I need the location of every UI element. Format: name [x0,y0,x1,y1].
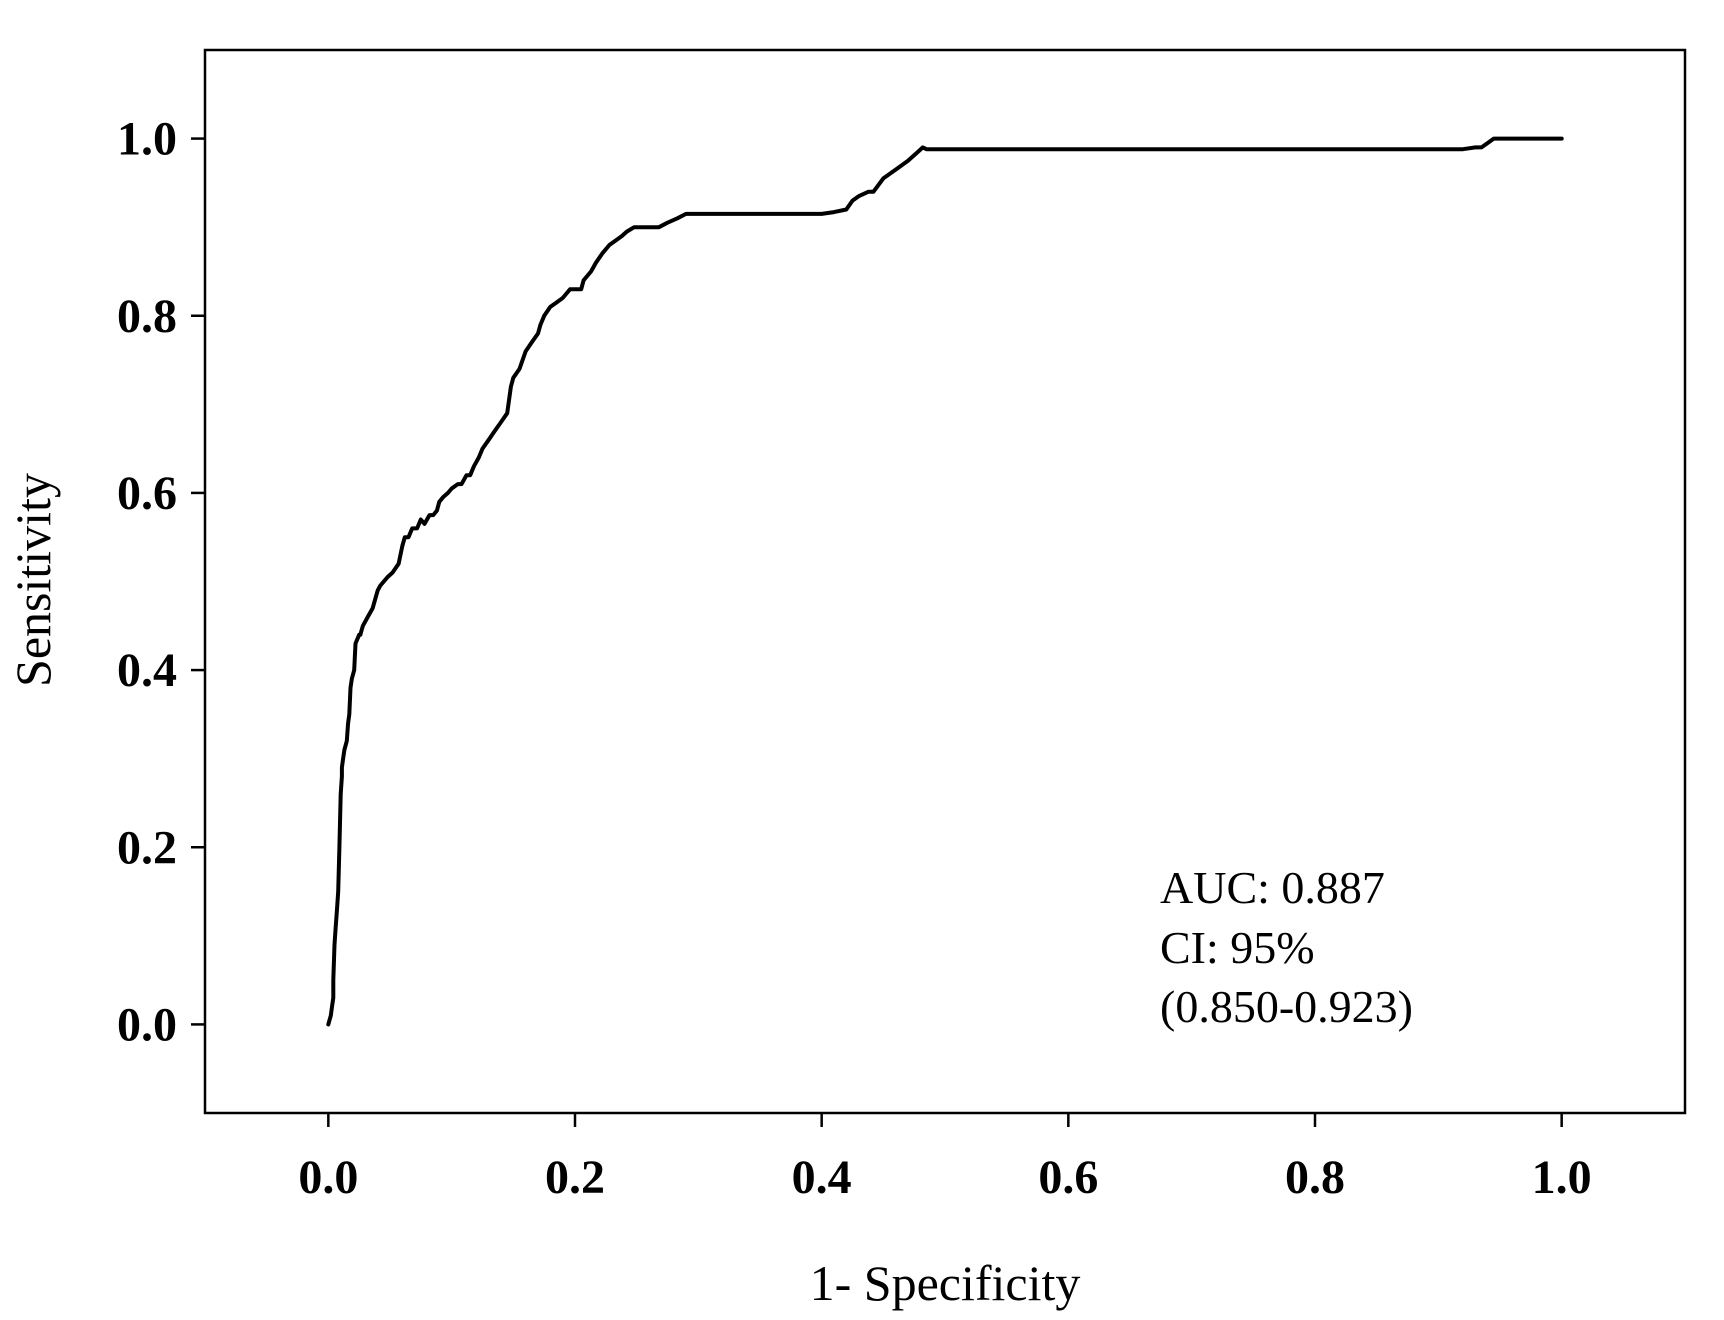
x-tick-label: 0.4 [792,1151,852,1204]
series-layer [326,136,1564,1027]
y-tick-label: 0.8 [117,290,177,343]
x-tick-label: 0.0 [298,1151,358,1204]
y-tick-label: 0.6 [117,467,177,520]
y-axis-ticks: 0.0 0.2 0.4 0.6 0.8 1.0 [117,113,205,1051]
y-axis-title: Sensitivity [5,473,61,687]
x-tick-label: 0.2 [545,1151,605,1204]
ci-annotation: CI: 95% [1160,922,1315,973]
y-tick-label: 1.0 [117,113,177,166]
plot-frame [203,48,1687,1115]
y-tick-label: 0.2 [117,821,177,874]
y-tick-label: 0.0 [117,998,177,1051]
ci-range-annotation: (0.850-0.923) [1160,981,1413,1032]
x-tick-label: 0.8 [1285,1151,1345,1204]
x-tick-label: 1.0 [1532,1151,1592,1204]
x-axis-title: 1- Specificity [810,1255,1081,1311]
roc-curve-line [326,136,1564,1027]
x-tick-label: 0.6 [1038,1151,1098,1204]
x-axis-ticks: 0.0 0.2 0.4 0.6 0.8 1.0 [298,1113,1592,1204]
auc-annotation: AUC: 0.887 [1160,862,1385,913]
y-tick-label: 0.4 [117,644,177,697]
